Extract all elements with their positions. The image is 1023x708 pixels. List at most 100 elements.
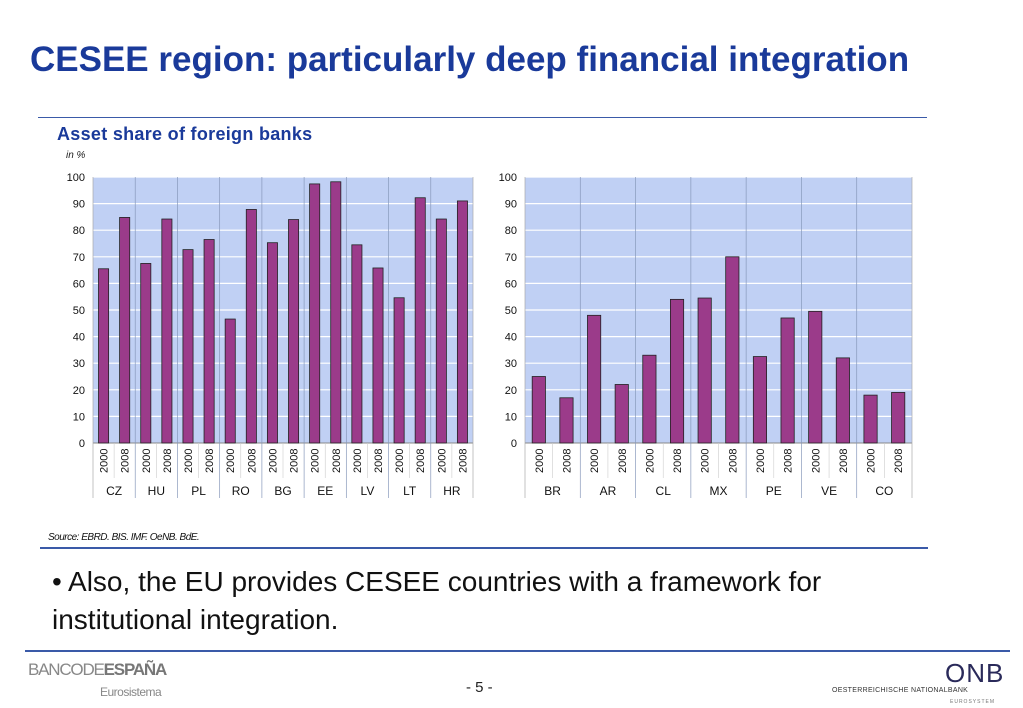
slide-title: CESEE region: particularly deep financia… (30, 40, 910, 79)
page-number: - 5 - (466, 679, 493, 696)
y-tick-label: 0 (511, 438, 517, 450)
category-label: LV (361, 484, 375, 498)
bar-BG-2000 (266, 242, 278, 444)
bar-VE-2000 (808, 310, 823, 444)
year-label: 2000 (267, 449, 279, 473)
category-label: PE (766, 484, 782, 498)
y-tick-label: 40 (505, 332, 517, 344)
category-label: HU (148, 484, 165, 498)
bar-HU-2008 (161, 218, 173, 444)
year-label: 2000 (394, 449, 406, 473)
year-label: 2000 (141, 449, 153, 473)
year-label: 2000 (310, 449, 322, 473)
year-label: 2008 (617, 449, 629, 473)
category-label: RO (232, 484, 250, 498)
onb-eurosystem: EUROSYSTEM (950, 699, 996, 705)
y-tick-label: 30 (505, 358, 517, 370)
year-label: 2000 (644, 449, 656, 473)
bar-LV-2008 (372, 267, 384, 444)
y-tick-label: 70 (73, 252, 85, 264)
category-label: VE (821, 484, 837, 498)
bar-AR-2008 (614, 384, 629, 444)
bar-CZ-2008 (119, 217, 131, 444)
year-label: 2000 (225, 449, 237, 473)
bar-MX-2000 (697, 297, 712, 444)
year-label: 2008 (289, 449, 301, 473)
bar-PE-2000 (752, 356, 767, 444)
category-label: BR (544, 484, 561, 498)
y-tick-label: 60 (505, 278, 517, 290)
year-label: 2000 (755, 449, 767, 473)
bar-VE-2008 (835, 357, 850, 444)
year-label: 2008 (162, 449, 174, 473)
category-label: EE (317, 484, 333, 498)
onb-logo: ONB (945, 658, 1005, 688)
y-tick-label: 40 (73, 332, 85, 344)
y-tick-label: 100 (499, 172, 517, 184)
y-tick-label: 20 (73, 385, 85, 397)
category-label: CZ (106, 484, 122, 498)
bar-HR-2000 (435, 218, 447, 444)
y-tick-label: 100 (67, 172, 85, 184)
bar-PL-2000 (182, 249, 194, 444)
year-label: 2008 (893, 449, 905, 473)
source-note: Source: EBRD. BIS. IMF. OeNB. BdE. (48, 532, 200, 543)
category-label: PL (191, 484, 206, 498)
bar-RO-2008 (245, 209, 257, 444)
y-tick-label: 10 (73, 411, 85, 423)
y-tick-label: 20 (505, 385, 517, 397)
bar-RO-2000 (224, 318, 236, 444)
bar-LV-2000 (351, 244, 363, 444)
bar-EE-2000 (309, 183, 321, 444)
category-label: BG (274, 484, 291, 498)
y-tick-label: 30 (73, 358, 85, 370)
year-label: 2008 (373, 449, 385, 473)
bar-BR-2008 (559, 397, 574, 444)
bar-CO-2000 (863, 394, 878, 444)
year-label: 2000 (810, 449, 822, 473)
y-tick-label: 80 (73, 225, 85, 237)
chart-title: Asset share of foreign banks (57, 124, 313, 144)
bar-EE-2008 (330, 181, 342, 444)
category-label: HR (443, 484, 461, 498)
category-label: AR (600, 484, 617, 498)
bar-HR-2008 (456, 200, 468, 444)
bar-MX-2008 (725, 256, 740, 444)
divider (40, 547, 928, 549)
year-label: 2000 (352, 449, 364, 473)
bar-BR-2000 (531, 376, 546, 444)
unit-label: in % (66, 150, 86, 161)
y-tick-label: 90 (505, 199, 517, 211)
y-tick-label: 70 (505, 252, 517, 264)
year-label: 2000 (99, 449, 111, 473)
y-tick-label: 80 (505, 225, 517, 237)
category-label: CO (875, 484, 893, 498)
year-label: 2008 (204, 449, 216, 473)
year-label: 2000 (534, 449, 546, 473)
y-tick-label: 90 (73, 199, 85, 211)
bar-PE-2008 (780, 317, 795, 444)
bar-BG-2008 (288, 219, 300, 444)
year-label: 2008 (415, 449, 427, 473)
y-tick-label: 0 (79, 438, 85, 450)
year-label: 2000 (700, 449, 712, 473)
logo-text: BANCODE (28, 660, 105, 679)
bar-CO-2008 (891, 392, 906, 444)
bar-LT-2000 (393, 297, 405, 444)
footer-divider (25, 650, 1010, 652)
banco-espana-logo: BANCODEESPAÑA (28, 660, 167, 680)
y-tick-label: 10 (505, 411, 517, 423)
year-label: 2000 (436, 449, 448, 473)
y-tick-label: 60 (73, 278, 85, 290)
y-tick-label: 50 (505, 305, 517, 317)
bar-PL-2008 (203, 239, 215, 444)
category-label: CL (656, 484, 672, 498)
year-label: 2008 (331, 449, 343, 473)
year-label: 2008 (672, 449, 684, 473)
year-label: 2000 (866, 449, 878, 473)
bar-CZ-2000 (98, 268, 110, 444)
onb-subtitle: OESTERREICHISCHE NATIONALBANK (832, 687, 969, 694)
year-label: 2000 (589, 449, 601, 473)
category-label: MX (710, 484, 728, 498)
